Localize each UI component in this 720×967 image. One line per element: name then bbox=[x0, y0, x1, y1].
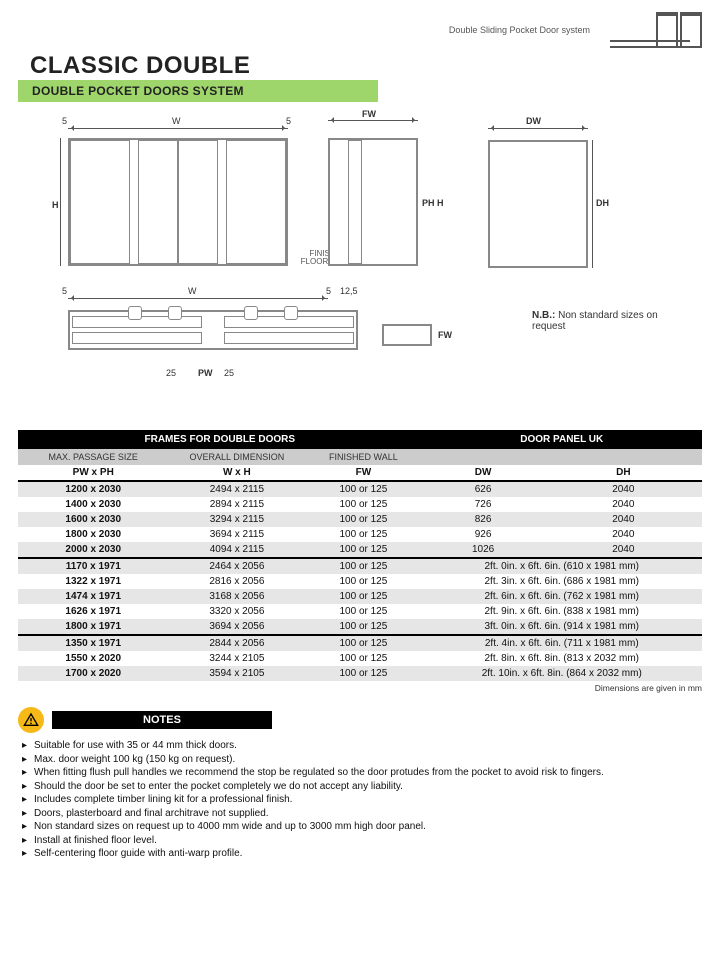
dim-label-dw: DW bbox=[526, 116, 541, 126]
dim-label-12-5: 12,5 bbox=[340, 286, 358, 296]
notes-block: NOTES Suitable for use with 35 or 44 mm … bbox=[18, 707, 702, 861]
note-item: Max. door weight 100 kg (150 kg on reque… bbox=[22, 753, 702, 767]
note-item: Includes complete timber lining kit for … bbox=[22, 793, 702, 807]
dim-label-fw: FW bbox=[362, 109, 376, 119]
dim-label-h: H bbox=[52, 200, 59, 210]
top-meta: Double Sliding Pocket Door system bbox=[18, 12, 702, 48]
dim-label-25a: 25 bbox=[166, 368, 176, 378]
dim-label-pw: PW bbox=[198, 368, 213, 378]
subhdr-c4 bbox=[422, 449, 545, 465]
note-item: Suitable for use with 35 or 44 mm thick … bbox=[22, 739, 702, 753]
dim-label-5a: 5 bbox=[62, 116, 67, 126]
table-row: 1200 x 20302494 x 2115100 or 1256262040 bbox=[18, 481, 702, 497]
dimensions-table: FRAMES FOR DOUBLE DOORS DOOR PANEL UK MA… bbox=[18, 430, 702, 681]
table-row: 1474 x 19713168 x 2056100 or 1252ft. 6in… bbox=[18, 589, 702, 604]
table-row: 1170 x 19712464 x 2056100 or 1252ft. 0in… bbox=[18, 558, 702, 574]
page-title: CLASSIC DOUBLE bbox=[30, 52, 702, 80]
colhdr-c1: PW x PH bbox=[18, 465, 168, 481]
table-row: 1400 x 20302894 x 2115100 or 1257262040 bbox=[18, 497, 702, 512]
dim-label-5c: 5 bbox=[62, 286, 67, 296]
nb-label: N.B.: bbox=[532, 310, 555, 321]
dim-label-dh: DH bbox=[596, 198, 609, 208]
table-head: FRAMES FOR DOUBLE DOORS DOOR PANEL UK MA… bbox=[18, 430, 702, 481]
notes-list: Suitable for use with 35 or 44 mm thick … bbox=[18, 739, 702, 861]
table-row: 1800 x 20303694 x 2115100 or 1259262040 bbox=[18, 527, 702, 542]
warning-icon bbox=[18, 707, 44, 733]
table-footnote: Dimensions are given in mm bbox=[18, 683, 702, 693]
table-row: 1350 x 19712844 x 2056100 or 1252ft. 4in… bbox=[18, 635, 702, 651]
dim-label-5b: 5 bbox=[286, 116, 291, 126]
colhdr-c5: DH bbox=[545, 465, 702, 481]
notes-title: NOTES bbox=[52, 711, 272, 729]
nb-note: N.B.: Non standard sizes on request bbox=[532, 310, 672, 332]
mini-schematic-icon bbox=[610, 12, 702, 48]
table-row: 1800 x 19713694 x 2056100 or 1253ft. 0in… bbox=[18, 619, 702, 635]
colhdr-c3: FW bbox=[305, 465, 421, 481]
title-block: CLASSIC DOUBLE DOUBLE POCKET DOORS SYSTE… bbox=[18, 52, 702, 102]
note-item: Install at finished floor level. bbox=[22, 834, 702, 848]
dim-label-fw2: FW bbox=[438, 330, 452, 340]
table-body: 1200 x 20302494 x 2115100 or 12562620401… bbox=[18, 481, 702, 681]
group2-header: DOOR PANEL UK bbox=[422, 430, 702, 449]
note-item: Should the door be set to enter the pock… bbox=[22, 780, 702, 794]
table-row: 1700 x 20203594 x 2105100 or 1252ft. 10i… bbox=[18, 666, 702, 681]
topbar-label: Double Sliding Pocket Door system bbox=[449, 25, 590, 35]
note-item: Self-centering floor guide with anti-war… bbox=[22, 847, 702, 861]
colhdr-c2: W x H bbox=[168, 465, 305, 481]
note-item: When fitting flush pull handles we recom… bbox=[22, 766, 702, 780]
group1-header: FRAMES FOR DOUBLE DOORS bbox=[18, 430, 422, 449]
technical-diagram: W 5 5 H FINISHED FLOOR LEVEL FW PH H DW … bbox=[18, 110, 702, 420]
table-row: 1322 x 19712816 x 2056100 or 1252ft. 3in… bbox=[18, 574, 702, 589]
dim-label-w: W bbox=[172, 116, 181, 126]
table-row: 1550 x 20203244 x 2105100 or 1252ft. 8in… bbox=[18, 651, 702, 666]
dim-label-ph: PH H bbox=[422, 198, 444, 208]
dim-label-5d: 5 bbox=[326, 286, 331, 296]
subhdr-c5 bbox=[545, 449, 702, 465]
subhdr-c3: FINISHED WALL bbox=[305, 449, 421, 465]
note-item: Doors, plasterboard and final architrave… bbox=[22, 807, 702, 821]
dim-label-w2: W bbox=[188, 286, 197, 296]
colhdr-c4: DW bbox=[422, 465, 545, 481]
page-subtitle: DOUBLE POCKET DOORS SYSTEM bbox=[18, 80, 378, 102]
table-row: 1600 x 20303294 x 2115100 or 1258262040 bbox=[18, 512, 702, 527]
table-row: 1626 x 19713320 x 2056100 or 1252ft. 9in… bbox=[18, 604, 702, 619]
subhdr-c2: OVERALL DIMENSION bbox=[168, 449, 305, 465]
table-row: 2000 x 20304094 x 2115100 or 12510262040 bbox=[18, 542, 702, 558]
subhdr-c1: MAX. PASSAGE SIZE bbox=[18, 449, 168, 465]
dim-label-25b: 25 bbox=[224, 368, 234, 378]
note-item: Non standard sizes on request up to 4000… bbox=[22, 820, 702, 834]
